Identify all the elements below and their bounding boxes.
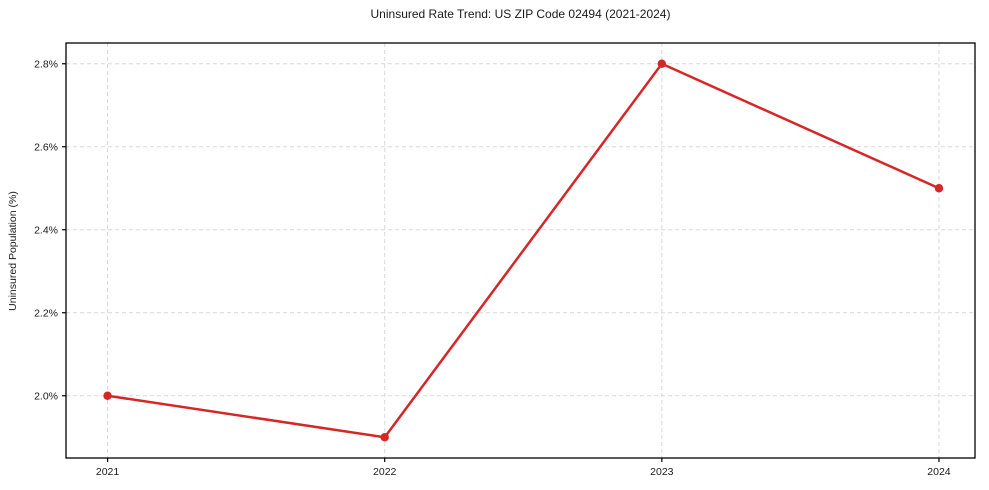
x-tick-label: 2022 <box>373 466 397 478</box>
trend-line <box>106 62 941 439</box>
y-tick-label: 2.8% <box>34 58 58 70</box>
y-tick-label: 2.2% <box>34 307 58 319</box>
data-point <box>657 59 667 68</box>
plot-border <box>65 42 976 459</box>
x-tick-label: 2021 <box>96 466 120 478</box>
y-tick-label: 2.0% <box>34 390 58 402</box>
data-point <box>380 433 389 442</box>
x-tick-label: 2024 <box>927 466 951 478</box>
x-tick-label: 2023 <box>650 466 674 478</box>
chart-title: Uninsured Rate Trend: US ZIP Code 02494 … <box>370 7 671 21</box>
y-tick-label: 2.6% <box>34 141 58 153</box>
data-point <box>103 391 112 400</box>
y-tick-label: 2.4% <box>34 224 58 236</box>
data-point <box>934 184 944 193</box>
